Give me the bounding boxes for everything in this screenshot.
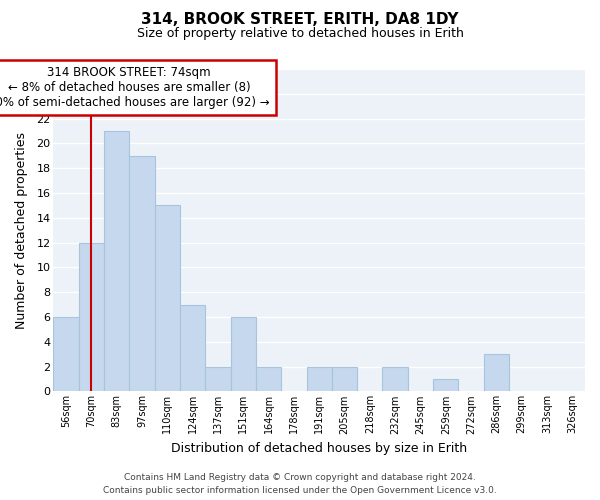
Bar bbox=[484, 354, 509, 392]
Bar bbox=[332, 366, 357, 392]
Bar bbox=[79, 242, 104, 392]
Bar bbox=[155, 206, 180, 392]
Bar bbox=[53, 317, 79, 392]
Text: 314 BROOK STREET: 74sqm
← 8% of detached houses are smaller (8)
90% of semi-deta: 314 BROOK STREET: 74sqm ← 8% of detached… bbox=[0, 66, 270, 109]
Bar bbox=[104, 131, 130, 392]
Bar bbox=[130, 156, 155, 392]
Bar bbox=[180, 304, 205, 392]
Text: 314, BROOK STREET, ERITH, DA8 1DY: 314, BROOK STREET, ERITH, DA8 1DY bbox=[141, 12, 459, 28]
Bar bbox=[307, 366, 332, 392]
Text: Contains HM Land Registry data © Crown copyright and database right 2024.
Contai: Contains HM Land Registry data © Crown c… bbox=[103, 474, 497, 495]
Bar bbox=[256, 366, 281, 392]
X-axis label: Distribution of detached houses by size in Erith: Distribution of detached houses by size … bbox=[171, 442, 467, 455]
Bar bbox=[433, 379, 458, 392]
Bar bbox=[382, 366, 408, 392]
Text: Size of property relative to detached houses in Erith: Size of property relative to detached ho… bbox=[137, 28, 463, 40]
Bar bbox=[230, 317, 256, 392]
Bar bbox=[205, 366, 230, 392]
Y-axis label: Number of detached properties: Number of detached properties bbox=[15, 132, 28, 328]
